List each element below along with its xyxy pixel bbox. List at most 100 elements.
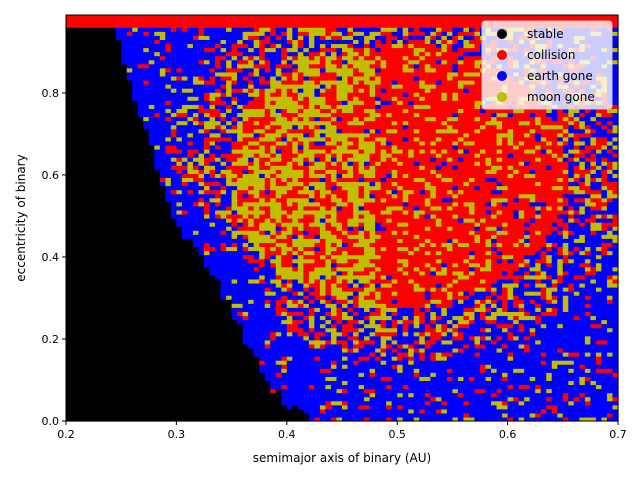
heatmap-cell	[281, 250, 288, 256]
heatmap-cell	[88, 124, 95, 130]
heatmap-cell	[264, 112, 271, 118]
heatmap-cell	[176, 181, 183, 187]
heatmap-cell	[137, 100, 144, 105]
heatmap-cell	[209, 153, 216, 158]
heatmap-cell	[126, 100, 133, 105]
heatmap-cell	[292, 169, 299, 174]
heatmap-cell	[330, 238, 338, 243]
heatmap-cell	[121, 71, 128, 77]
heatmap-cell	[121, 55, 128, 61]
heatmap-cell	[82, 278, 89, 284]
heatmap-cell	[231, 104, 238, 109]
heatmap-cell	[275, 92, 282, 97]
heatmap-cell	[308, 396, 315, 402]
heatmap-cell	[220, 234, 227, 239]
heatmap-cell	[154, 173, 161, 178]
heatmap-cell	[297, 343, 304, 349]
heatmap-cell	[137, 47, 144, 53]
heatmap-cell	[110, 157, 117, 162]
heatmap-cell	[165, 153, 172, 158]
heatmap-cell	[242, 234, 249, 239]
heatmap-cell	[281, 238, 288, 243]
heatmap-cell	[71, 193, 78, 199]
heatmap-cell	[204, 51, 211, 57]
heatmap-cell	[242, 408, 249, 414]
heatmap-cell	[314, 96, 321, 101]
heatmap-cell	[121, 266, 128, 272]
heatmap-cell	[154, 15, 161, 20]
heatmap-cell	[93, 392, 100, 398]
heatmap-cell	[231, 92, 238, 97]
heatmap-cell	[165, 380, 172, 386]
heatmap-cell	[143, 173, 150, 178]
heatmap-cell	[176, 315, 183, 321]
heatmap-cell	[137, 197, 144, 203]
heatmap-cell	[115, 295, 122, 300]
heatmap-cell	[126, 124, 133, 130]
heatmap-cell	[137, 136, 144, 142]
heatmap-cell	[126, 63, 133, 69]
heatmap-cell	[308, 392, 315, 398]
heatmap-cell	[264, 96, 271, 101]
heatmap-cell	[126, 388, 133, 394]
heatmap-cell	[281, 388, 288, 394]
heatmap-cell	[192, 234, 200, 239]
heatmap-cell	[242, 181, 249, 187]
heatmap-cell	[132, 120, 139, 126]
heatmap-cell	[270, 404, 277, 410]
heatmap-cell	[314, 75, 321, 81]
heatmap-cell	[165, 303, 172, 308]
heatmap-cell	[126, 165, 133, 170]
heatmap-cell	[82, 185, 89, 191]
heatmap-cell	[170, 287, 177, 292]
heatmap-cell	[319, 331, 327, 337]
heatmap-cell	[303, 396, 310, 402]
heatmap-cell	[308, 140, 315, 146]
heatmap-cell	[308, 213, 315, 219]
heatmap-cell	[143, 185, 150, 191]
heatmap-cell	[242, 177, 249, 183]
heatmap-cell	[148, 368, 155, 373]
heatmap-cell	[270, 323, 277, 329]
heatmap-cell	[220, 148, 227, 154]
heatmap-cell	[82, 201, 89, 207]
heatmap-cell	[192, 55, 200, 61]
heatmap-cell	[66, 262, 73, 268]
heatmap-cell	[110, 185, 117, 191]
heatmap-cell	[71, 396, 78, 402]
heatmap-cell	[242, 124, 249, 130]
heatmap-cell	[187, 278, 194, 284]
heatmap-cell	[248, 364, 255, 369]
heatmap-cell	[137, 250, 144, 256]
heatmap-cell	[176, 254, 183, 260]
heatmap-cell	[121, 128, 128, 134]
heatmap-cell	[148, 287, 155, 292]
heatmap-cell	[137, 75, 144, 81]
heatmap-cell	[215, 120, 222, 126]
heatmap-cell	[154, 339, 161, 345]
heatmap-cell	[248, 213, 255, 219]
heatmap-cell	[209, 364, 216, 369]
heatmap-cell	[187, 262, 194, 268]
heatmap-cell	[314, 250, 321, 256]
heatmap-cell	[237, 140, 244, 146]
heatmap-cell	[325, 335, 332, 341]
heatmap-cell	[286, 75, 293, 81]
heatmap-cell	[154, 88, 161, 93]
heatmap-cell	[104, 287, 111, 292]
heatmap-cell	[220, 360, 227, 365]
heatmap-cell	[237, 376, 244, 381]
heatmap-cell	[292, 165, 299, 170]
heatmap-cell	[319, 412, 327, 418]
heatmap-cell	[192, 84, 200, 89]
heatmap-cell	[71, 43, 78, 49]
heatmap-cell	[264, 226, 271, 231]
heatmap-cell	[330, 43, 338, 49]
heatmap-cell	[209, 319, 216, 325]
heatmap-cell	[314, 323, 321, 329]
heatmap-cell	[303, 327, 310, 333]
heatmap-cell	[286, 218, 293, 223]
heatmap-cell	[154, 254, 161, 260]
heatmap-cell	[248, 144, 255, 150]
heatmap-cell	[115, 181, 122, 187]
